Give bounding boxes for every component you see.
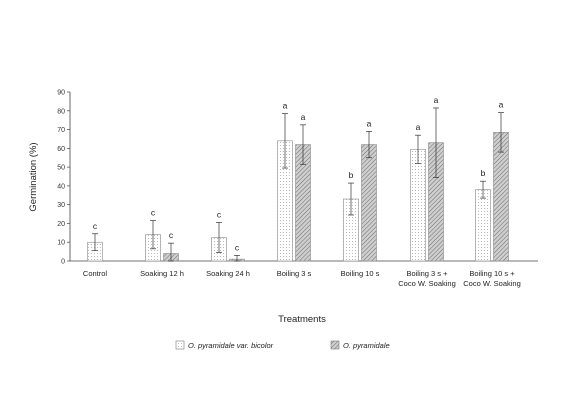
significance-letter: c xyxy=(217,210,222,220)
chart-legend: O. pyramidale var. bicolor O. pyramidale xyxy=(175,340,390,350)
y-tick-label: 0 xyxy=(61,259,65,266)
significance-letter: a xyxy=(416,122,421,132)
y-tick-label: 40 xyxy=(57,183,65,190)
bar-pyramidale xyxy=(361,144,377,262)
chart-labels: Control Soaking 12 h Soaking 24 h Boiling 3… xyxy=(83,95,521,288)
significance-letter: b xyxy=(349,170,354,180)
x-tick-label: Control xyxy=(83,269,108,278)
y-tick-label: 90 xyxy=(57,90,65,97)
x-tick-label: Coco W. Soaking xyxy=(398,279,456,288)
bar-bicolor xyxy=(410,148,426,262)
y-tick-label: 20 xyxy=(57,221,65,228)
legend-swatch-bicolor xyxy=(175,340,185,350)
y-axis-title: Germination (%) xyxy=(28,142,39,211)
chart-bars xyxy=(87,107,509,262)
significance-letter: c xyxy=(151,208,156,218)
significance-letter: c xyxy=(93,221,98,231)
x-tick-label: Coco W. Soaking xyxy=(463,279,521,288)
y-tick-label: 70 xyxy=(57,127,65,134)
x-tick-label: Boiling 10 s + xyxy=(469,269,515,278)
legend-swatch-pyramidale xyxy=(330,340,340,350)
significance-letter: a xyxy=(367,118,372,128)
x-tick-label: Soaking 12 h xyxy=(140,269,184,278)
y-tick-label: 10 xyxy=(57,240,65,247)
significance-letter: a xyxy=(434,95,439,105)
legend-label-pyramidale: O. pyramidale xyxy=(343,341,390,350)
x-axis-title: Treatments xyxy=(278,314,326,325)
significance-letter: c xyxy=(235,242,240,252)
legend-label-bicolor: O. pyramidale var. bicolor xyxy=(188,341,274,350)
x-tick-label: Boiling 3 s + xyxy=(406,269,448,278)
x-tick-label: Soaking 24 h xyxy=(206,269,250,278)
significance-letter: a xyxy=(499,100,504,110)
significance-letter: b xyxy=(481,168,486,178)
significance-letter: c xyxy=(169,230,174,240)
x-tick-label: Boiling 10 s xyxy=(341,269,380,278)
x-tick-label: Boiling 3 s xyxy=(277,269,312,278)
bar-bicolor xyxy=(475,189,491,262)
y-tick-label: 50 xyxy=(57,165,65,172)
significance-letter: a xyxy=(283,101,288,111)
y-tick-label: 30 xyxy=(57,202,65,209)
significance-letter: a xyxy=(301,112,306,122)
y-tick-label: 80 xyxy=(57,108,65,115)
y-tick-label: 60 xyxy=(57,146,65,153)
